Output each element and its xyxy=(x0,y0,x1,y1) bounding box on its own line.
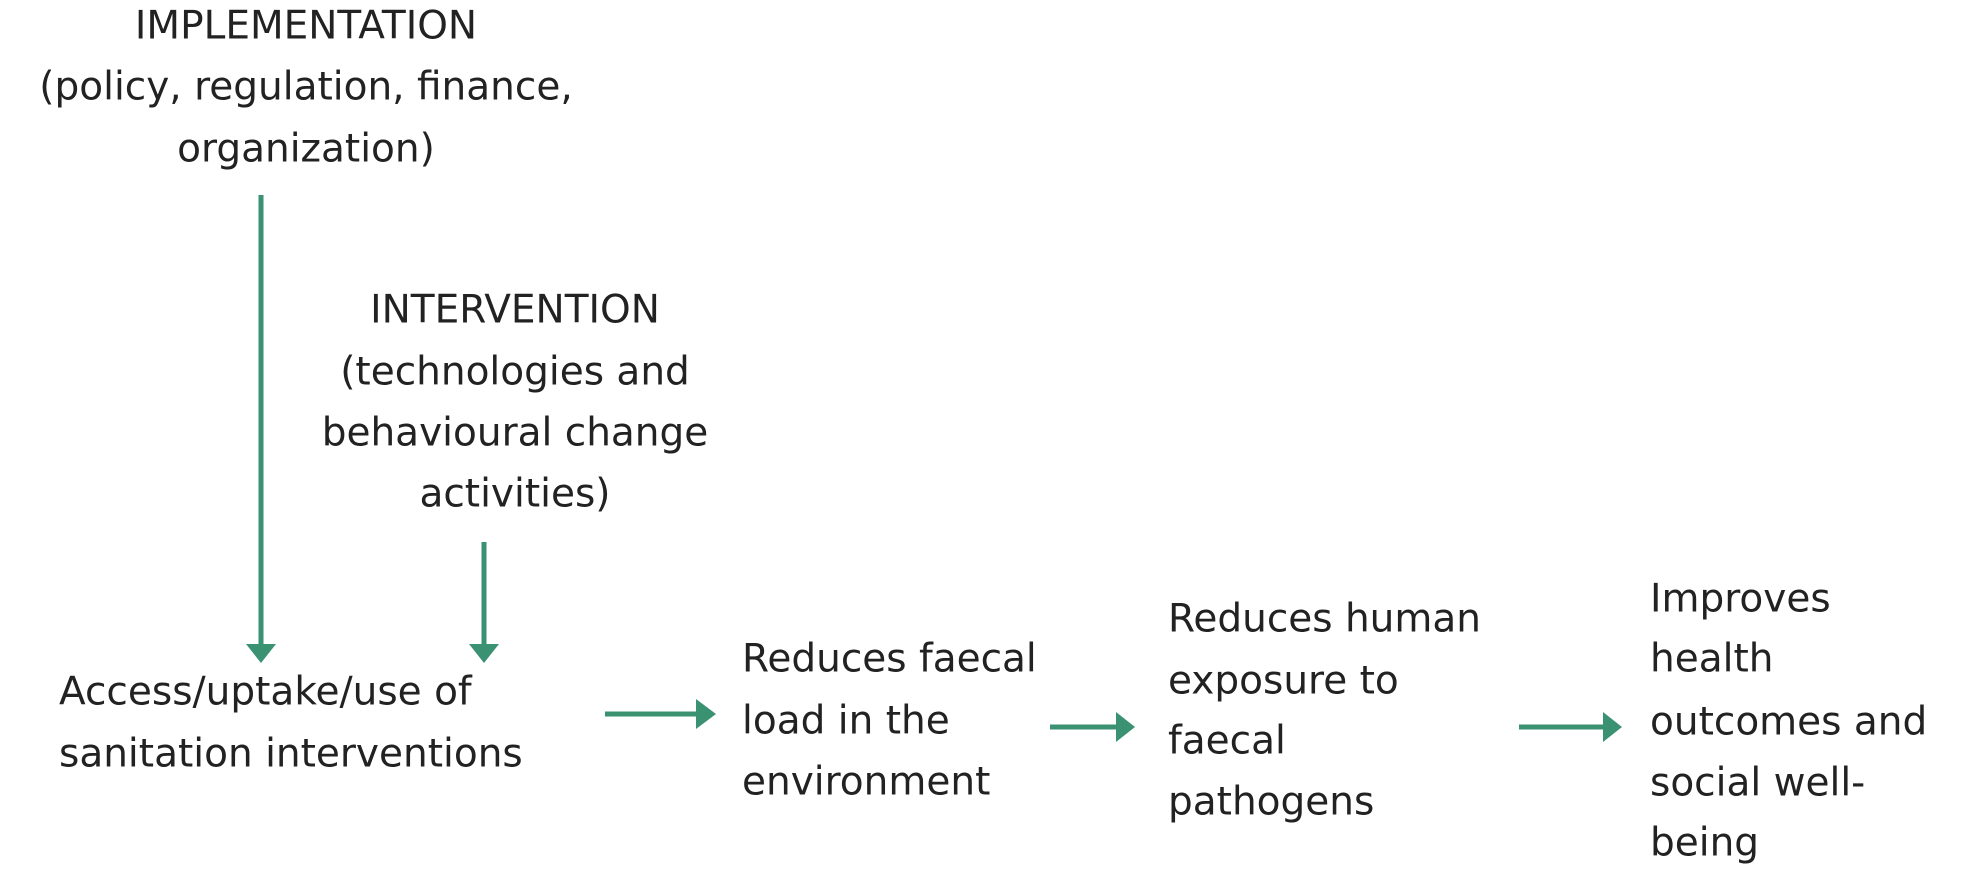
node-label: organization) xyxy=(177,127,435,172)
node-label: sanitation interventions xyxy=(59,732,523,777)
node: Reduces faecal load in the environment xyxy=(742,637,1037,805)
node: INTERVENTION (technologies and behavioural… xyxy=(322,288,709,517)
node-label: IMPLEMENTATION xyxy=(135,4,477,49)
node-label: Reduces faecal xyxy=(742,637,1037,682)
node-label: social well- xyxy=(1650,761,1865,806)
node-label: being xyxy=(1650,821,1759,866)
node: Access/uptake/use of sanitation intervent… xyxy=(59,670,523,777)
node-label: behavioural change xyxy=(322,411,709,456)
node-label: outcomes and xyxy=(1650,700,1927,745)
arrow xyxy=(1519,712,1622,742)
arrow xyxy=(605,699,716,729)
node-label: health xyxy=(1650,637,1773,682)
node-label: load in the xyxy=(742,699,950,744)
node-label: Access/uptake/use of xyxy=(59,670,473,715)
arrow xyxy=(1050,712,1135,742)
node-label: (technologies and xyxy=(340,350,690,395)
arrow xyxy=(246,195,276,663)
node-label: Improves xyxy=(1650,577,1831,622)
node-label: environment xyxy=(742,760,990,805)
node-label: INTERVENTION xyxy=(370,288,660,333)
node: Improves health outcomes and social well-be… xyxy=(1650,577,1927,866)
node-label: Reduces human xyxy=(1168,597,1481,642)
node-label: activities) xyxy=(419,472,610,517)
node-label: exposure to xyxy=(1168,659,1399,704)
node: IMPLEMENTATION (policy, regulation, finan… xyxy=(39,4,572,172)
node: Reduces human exposure to faecal pathogens xyxy=(1168,597,1481,825)
node-label: (policy, regulation, finance, xyxy=(39,65,572,110)
node-label: faecal xyxy=(1168,719,1286,764)
node-label: pathogens xyxy=(1168,780,1374,825)
arrow xyxy=(469,542,499,663)
